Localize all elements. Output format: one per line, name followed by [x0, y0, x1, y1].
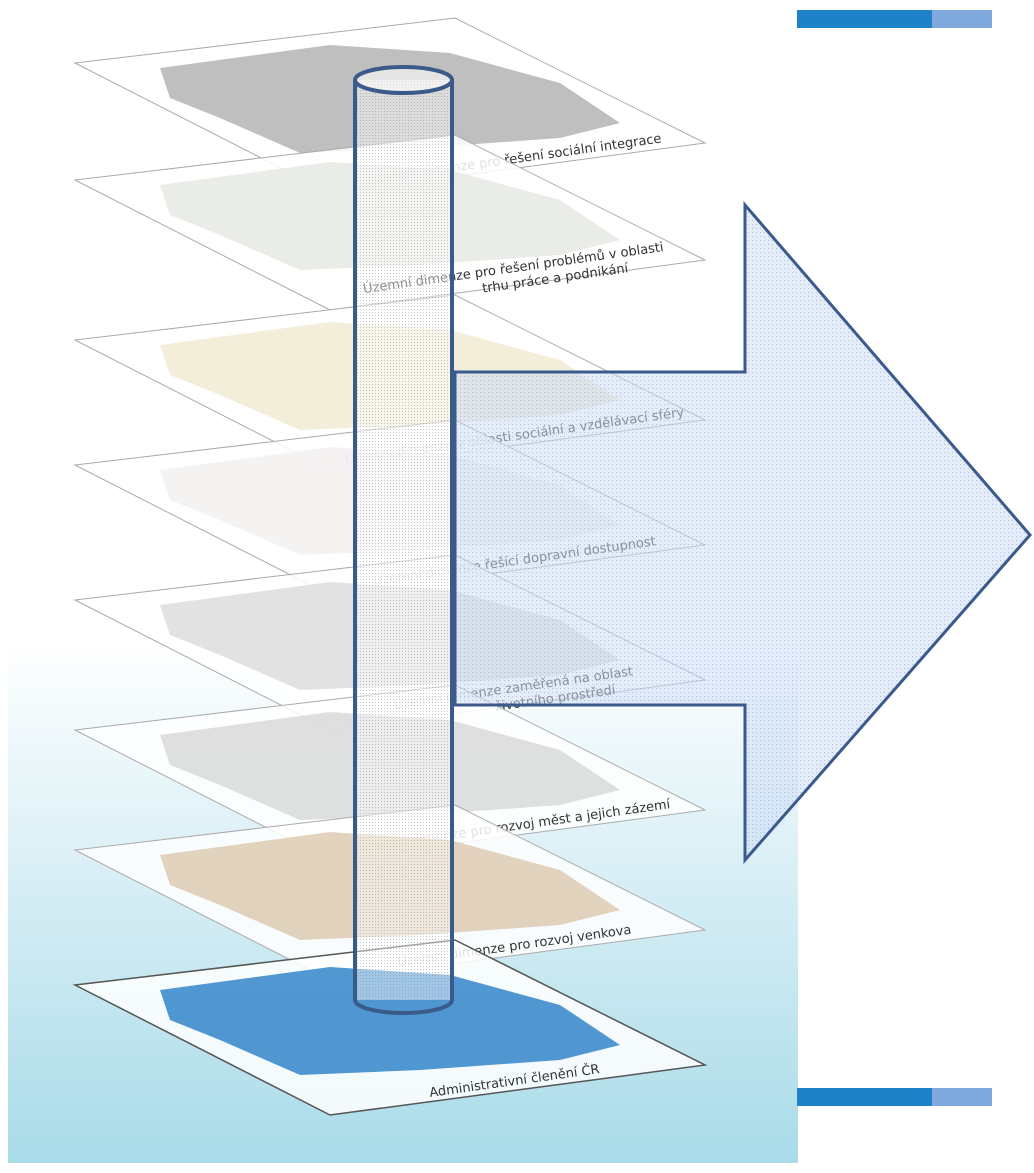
accent-bar: [797, 10, 932, 28]
cylinder-bottom: [353, 999, 454, 1015]
cylinder-top: [353, 65, 454, 95]
layer: Administrativní členění ČR: [72, 939, 708, 1116]
arrow: [453, 200, 1032, 864]
accent-bar: [932, 1088, 992, 1106]
cylinder: [353, 65, 454, 1015]
accent-bar: [797, 1088, 932, 1106]
map-shape: [160, 967, 620, 1075]
accent-bar: [932, 10, 992, 28]
cylinder-body: [355, 80, 452, 1000]
